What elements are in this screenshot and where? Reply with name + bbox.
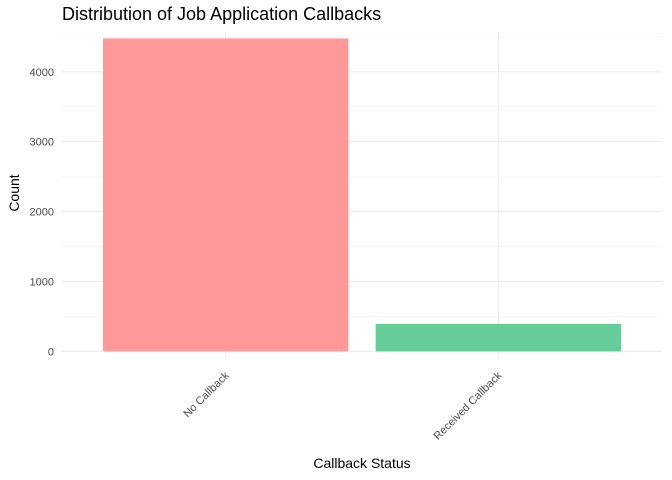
y-tick-label: 1000 [30, 276, 54, 288]
y-axis-title: Count [6, 174, 22, 212]
bar-received-callback [375, 323, 622, 352]
y-tick-label: 2000 [30, 207, 54, 219]
y-tick-label: 4000 [30, 67, 54, 79]
bar-no-callback [102, 38, 349, 352]
y-tick-label: 0 [48, 346, 54, 358]
x-axis-title: Callback Status [313, 455, 411, 471]
y-tick-label: 3000 [30, 137, 54, 149]
chart-title: Distribution of Job Application Callback… [62, 4, 382, 24]
x-tick-label: No Callback [181, 369, 232, 420]
x-tick-label: Received Callback [432, 369, 505, 442]
